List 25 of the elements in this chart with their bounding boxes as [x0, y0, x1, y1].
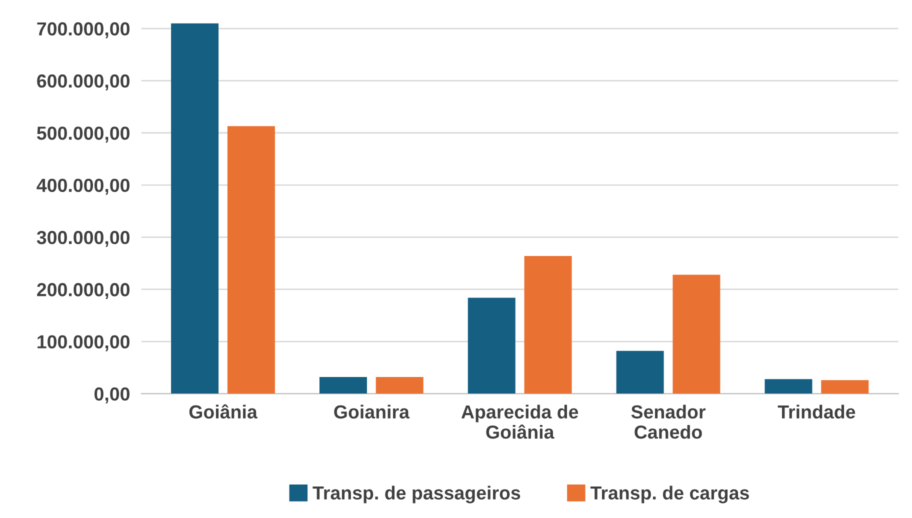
y-tick-label: 0,00 [94, 387, 130, 404]
legend-label: Transp. de cargas [590, 486, 749, 504]
bar [319, 376, 367, 394]
bar [616, 350, 664, 394]
x-tick-label: Senador Canedo [631, 404, 706, 439]
bar [672, 274, 720, 394]
bar [468, 298, 516, 394]
bar [821, 380, 869, 394]
x-tick-label: Goianira [334, 404, 410, 419]
bar [764, 379, 812, 394]
legend-label: Transp. de passageiros [312, 486, 520, 504]
y-tick-label: 600.000,00 [37, 74, 130, 90]
bar [524, 256, 572, 394]
x-tick-label: Trindade [778, 404, 856, 419]
y-tick-label: 100.000,00 [38, 335, 130, 352]
x-tick-label: Goiânia [189, 404, 258, 419]
y-tick-label: 400.000,00 [36, 178, 130, 195]
y-tick-label: 500.000,00 [36, 126, 130, 143]
bar [376, 376, 424, 394]
y-tick-label: 300.000,00 [36, 230, 130, 247]
y-tick-label: 700.000,00 [37, 22, 130, 38]
y-tick-label: 200.000,00 [37, 283, 130, 300]
bar [227, 126, 275, 394]
bar [171, 23, 219, 394]
x-tick-label: Aparecida de Goiânia [461, 404, 578, 439]
